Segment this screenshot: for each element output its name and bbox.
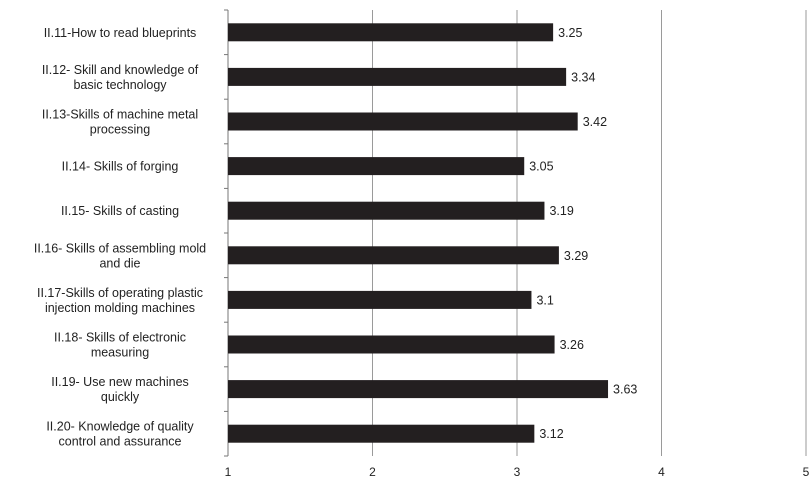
category-label-2: II.12- Skill and knowledge of basic techn… bbox=[42, 63, 199, 92]
category-label-6: II.16- Skills of assembling mold and die bbox=[34, 241, 206, 270]
value-label-8: 3.26 bbox=[560, 338, 584, 352]
x-tick-label-2: 2 bbox=[369, 465, 376, 479]
category-label-10: II.20- Knowledge of quality control and a… bbox=[46, 420, 194, 449]
bar-5 bbox=[228, 201, 545, 220]
value-label-4: 3.05 bbox=[529, 160, 553, 174]
bar-1 bbox=[228, 23, 554, 42]
x-tick-label-5: 5 bbox=[803, 465, 810, 479]
x-tick-label-1: 1 bbox=[225, 465, 232, 479]
value-label-7: 3.1 bbox=[536, 293, 553, 307]
bar-10 bbox=[228, 424, 535, 443]
bar-6 bbox=[228, 246, 559, 265]
value-label-6: 3.29 bbox=[564, 249, 588, 263]
category-label-3: II.13-Skills of machine metal processing bbox=[42, 108, 198, 137]
value-label-2: 3.34 bbox=[571, 70, 595, 84]
value-label-1: 3.25 bbox=[558, 26, 582, 40]
labels: 1 2 3 4 5 3.25 II.11-How to read blueprints 3.3… bbox=[34, 26, 810, 479]
bar-7 bbox=[228, 290, 532, 309]
category-label-4: II.14- Skills of forging bbox=[62, 160, 179, 174]
bar-2 bbox=[228, 67, 567, 86]
category-label-1: II.11-How to read blueprints bbox=[44, 26, 197, 40]
value-label-10: 3.12 bbox=[539, 427, 563, 441]
axes bbox=[224, 9, 229, 457]
value-label-3: 3.42 bbox=[583, 115, 607, 129]
category-label-5: II.15- Skills of casting bbox=[61, 204, 179, 218]
value-label-5: 3.19 bbox=[549, 204, 573, 218]
value-label-9: 3.63 bbox=[613, 383, 637, 397]
x-tick-label-3: 3 bbox=[514, 465, 521, 479]
bar-3 bbox=[228, 112, 578, 131]
x-tick-label-4: 4 bbox=[658, 465, 665, 479]
category-label-7: II.17-Skills of operating plastic injecti… bbox=[37, 286, 203, 315]
category-label-9: II.19- Use new machines quickly bbox=[51, 375, 189, 404]
bar-4 bbox=[228, 157, 525, 176]
bars bbox=[228, 23, 609, 443]
bar-9 bbox=[228, 380, 609, 399]
bar-8 bbox=[228, 335, 555, 354]
category-label-8: II.18- Skills of electronic measuring bbox=[54, 331, 186, 360]
